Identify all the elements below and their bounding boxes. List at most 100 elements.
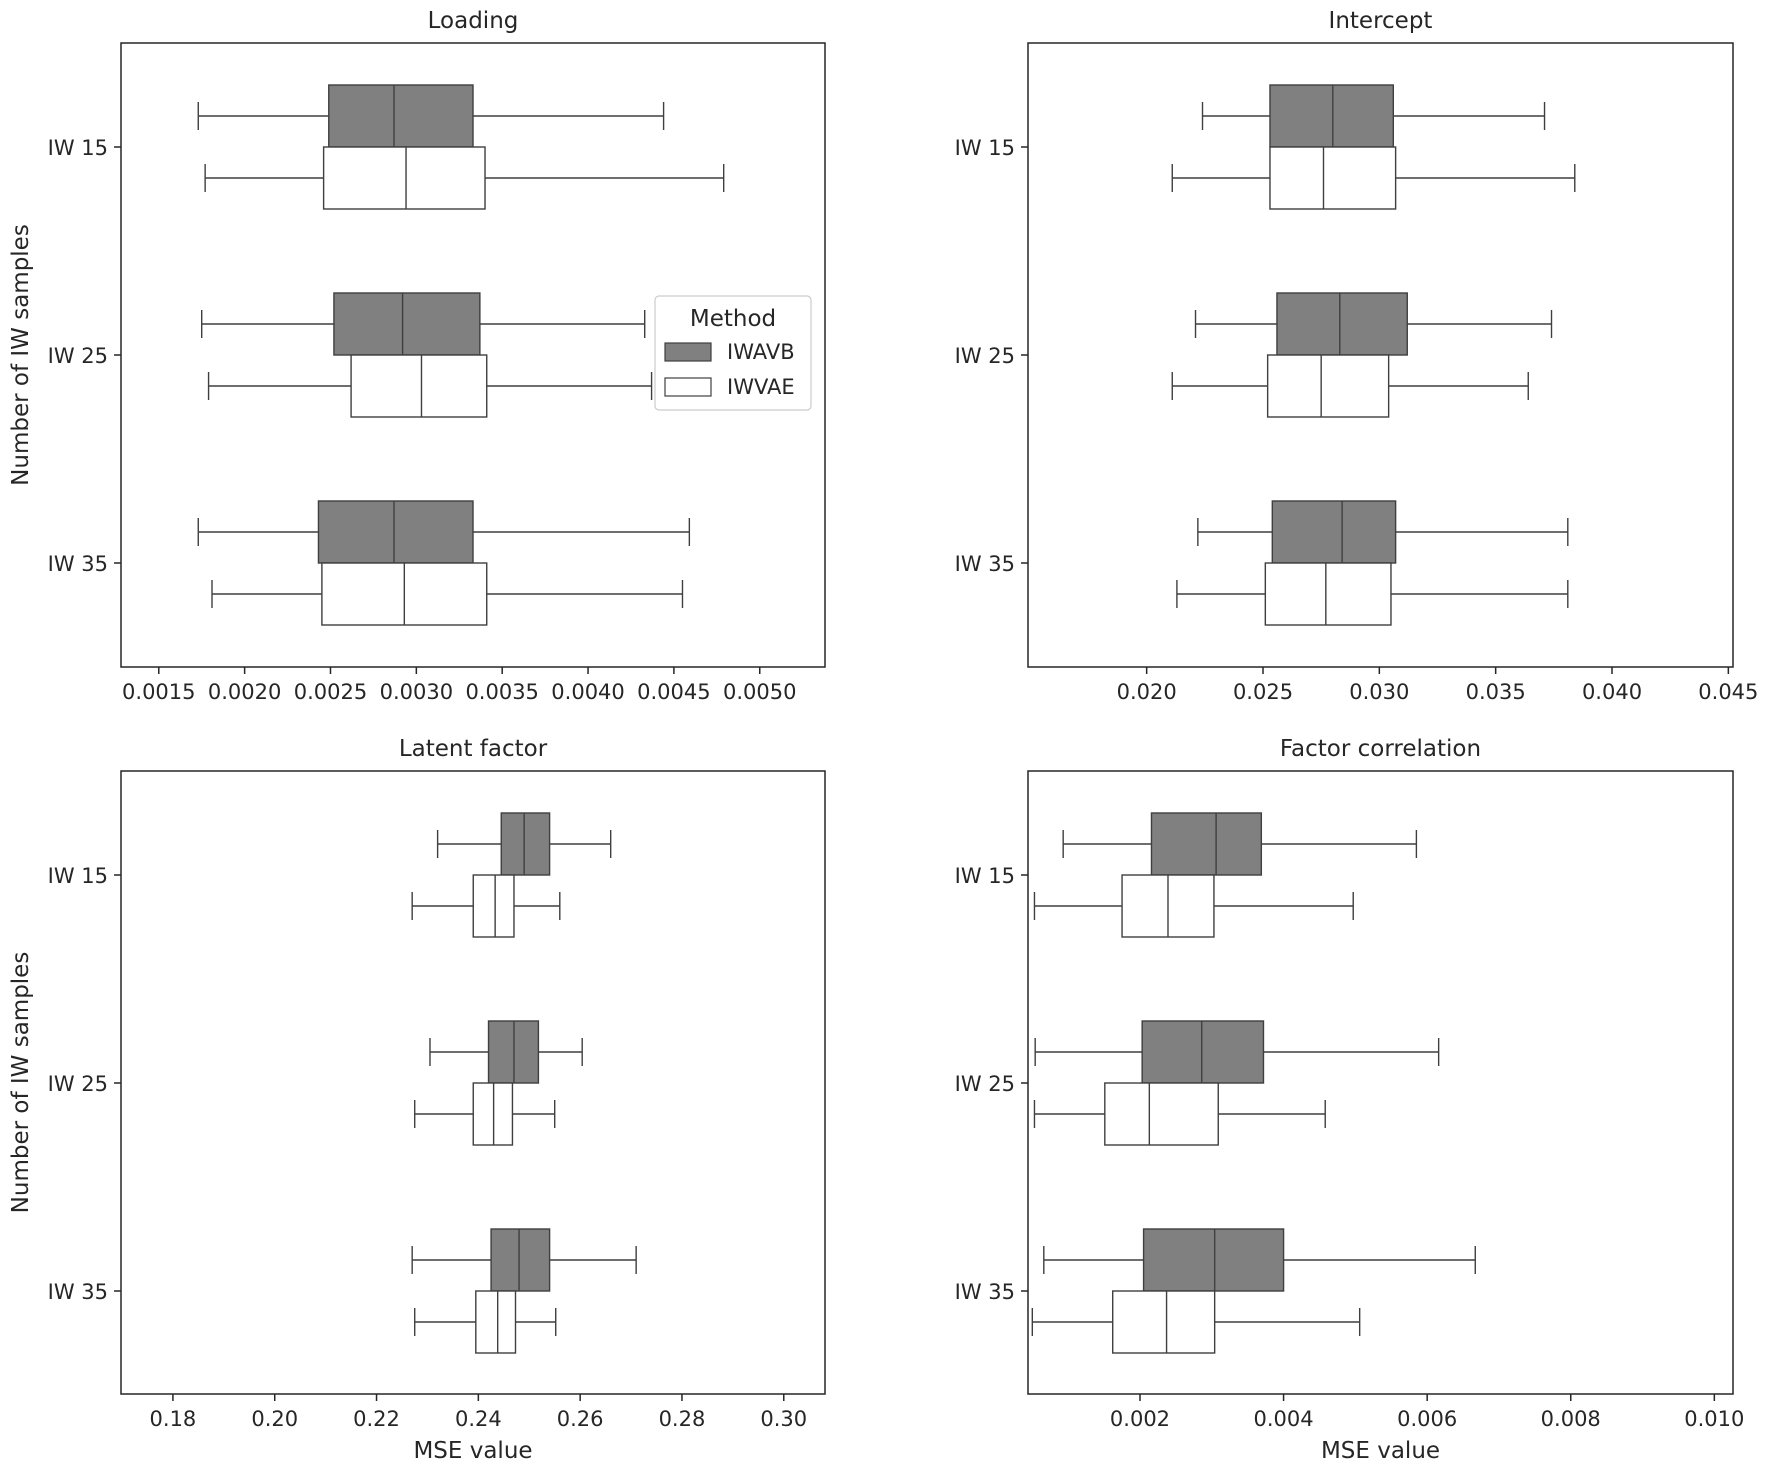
x-tick-label: 0.26 <box>557 1407 604 1431</box>
iqr-box <box>350 354 488 418</box>
box-iwavb-iw25 <box>201 292 646 356</box>
iqr-box <box>472 1082 514 1146</box>
box-iwavb-iw25 <box>429 1020 583 1084</box>
box-iwvae-iw15 <box>1171 146 1576 210</box>
legend-label-iwavb: IWAVB <box>727 340 795 364</box>
box-iwavb-iw35 <box>1043 1228 1476 1292</box>
x-tick-label: 0.004 <box>1254 1407 1314 1431</box>
legend-swatch-iwvae <box>664 377 712 397</box>
box-iwvae-iw15 <box>204 146 725 210</box>
chart-panel-3: Latent factor 0.18 0.20 0.22 0.24 0.26 0.28 0.3… <box>8 736 826 1464</box>
chart-panel-1: Loading 0.0015 0.0020 0.0025 0.0030 0.0035 0.0… <box>8 8 826 704</box>
panel-title: Latent factor <box>399 736 548 762</box>
box-iwvae-iw35 <box>414 1290 557 1354</box>
y-tick-label: IW 15 <box>48 864 108 888</box>
y-axis-label: Number of IW samples <box>8 224 34 486</box>
iqr-box <box>1141 1020 1265 1084</box>
box-iwvae-iw15 <box>411 874 561 938</box>
iqr-box <box>1276 292 1408 356</box>
x-tick-label: 0.020 <box>1117 680 1177 704</box>
x-tick-label: 0.0030 <box>380 680 453 704</box>
x-axis-label: MSE value <box>1321 1438 1440 1464</box>
iqr-box <box>490 1228 551 1292</box>
x-tick-label: 0.045 <box>1698 680 1758 704</box>
x-tick-label: 0.30 <box>760 1407 807 1431</box>
iqr-box <box>500 812 551 876</box>
y-tick-label: IW 15 <box>955 864 1015 888</box>
x-tick-label: 0.0035 <box>465 680 538 704</box>
panel-title: Loading <box>428 8 519 34</box>
x-tick-label: 0.0025 <box>294 680 367 704</box>
y-tick-label: IW 35 <box>48 1280 108 1304</box>
box-iwavb-iw35 <box>1197 500 1569 564</box>
iqr-box <box>328 84 474 148</box>
box-iwvae-iw25 <box>414 1082 556 1146</box>
box-iwvae-iw15 <box>1033 874 1354 938</box>
iqr-box <box>475 1290 517 1354</box>
iqr-box <box>1271 500 1397 564</box>
x-tick-label: 0.008 <box>1541 1407 1601 1431</box>
x-tick-label: 0.18 <box>150 1407 197 1431</box>
box-iwavb-iw25 <box>1034 1020 1440 1084</box>
box-iwvae-iw25 <box>207 354 653 418</box>
iqr-box <box>1264 562 1392 626</box>
x-tick-label: 0.002 <box>1110 1407 1170 1431</box>
box-iwvae-iw25 <box>1171 354 1529 418</box>
x-tick-label: 0.0050 <box>723 680 796 704</box>
x-tick-label: 0.24 <box>455 1407 502 1431</box>
iqr-box <box>1150 812 1263 876</box>
legend-title: Method <box>690 306 776 332</box>
x-tick-label: 0.0020 <box>208 680 281 704</box>
x-tick-label: 0.0045 <box>637 680 710 704</box>
x-tick-label: 0.010 <box>1684 1407 1744 1431</box>
x-tick-label: 0.20 <box>251 1407 298 1431</box>
box-iwavb-iw15 <box>1062 812 1418 876</box>
iqr-box <box>1142 1228 1285 1292</box>
y-tick-label: IW 35 <box>955 552 1015 576</box>
box-iwavb-iw35 <box>197 500 691 564</box>
y-tick-label: IW 15 <box>955 136 1015 160</box>
box-iwvae-iw35 <box>1176 562 1569 626</box>
legend: Method IWAVB IWVAE <box>654 295 812 411</box>
y-tick-label: IW 25 <box>955 344 1015 368</box>
box-iwvae-iw35 <box>1031 1290 1361 1354</box>
x-tick-label: 0.030 <box>1349 680 1409 704</box>
y-tick-label: IW 35 <box>48 552 108 576</box>
x-tick-label: 0.22 <box>353 1407 400 1431</box>
box-iwvae-iw25 <box>1033 1082 1326 1146</box>
x-tick-label: 0.28 <box>659 1407 706 1431</box>
y-tick-label: IW 35 <box>955 1280 1015 1304</box>
box-iwvae-iw35 <box>211 562 684 626</box>
y-tick-label: IW 25 <box>48 344 108 368</box>
x-axis-label: MSE value <box>413 1438 532 1464</box>
chart-panel-2: Intercept 0.020 0.025 0.030 0.035 0.040 0.045 I… <box>955 8 1759 704</box>
iqr-box <box>317 500 474 564</box>
box-iwavb-iw15 <box>197 84 665 148</box>
iqr-box <box>1104 1082 1219 1146</box>
x-tick-label: 0.025 <box>1233 680 1293 704</box>
panel-title: Factor correlation <box>1280 736 1481 762</box>
y-tick-label: IW 15 <box>48 136 108 160</box>
panel-title: Intercept <box>1329 8 1433 34</box>
y-tick-label: IW 25 <box>48 1072 108 1096</box>
box-iwavb-iw35 <box>411 1228 637 1292</box>
legend-swatch-iwavb <box>664 342 712 362</box>
box-iwavb-iw15 <box>1201 84 1546 148</box>
iqr-box <box>333 292 481 356</box>
y-axis-label: Number of IW samples <box>8 952 34 1214</box>
x-tick-label: 0.006 <box>1397 1407 1457 1431</box>
x-tick-label: 0.040 <box>1582 680 1642 704</box>
iqr-box <box>1112 1290 1216 1354</box>
iqr-box <box>1269 84 1394 148</box>
legend-label-iwvae: IWVAE <box>727 375 795 399</box>
box-iwavb-iw15 <box>436 812 612 876</box>
y-tick-label: IW 25 <box>955 1072 1015 1096</box>
iqr-box <box>322 146 486 210</box>
chart-panel-4: Factor correlation 0.002 0.004 0.006 0.008 0.… <box>955 736 1745 1464</box>
x-tick-label: 0.035 <box>1466 680 1526 704</box>
x-tick-label: 0.0040 <box>551 680 624 704</box>
iqr-box <box>1266 354 1390 418</box>
box-iwavb-iw25 <box>1194 292 1553 356</box>
x-tick-label: 0.0015 <box>122 680 195 704</box>
